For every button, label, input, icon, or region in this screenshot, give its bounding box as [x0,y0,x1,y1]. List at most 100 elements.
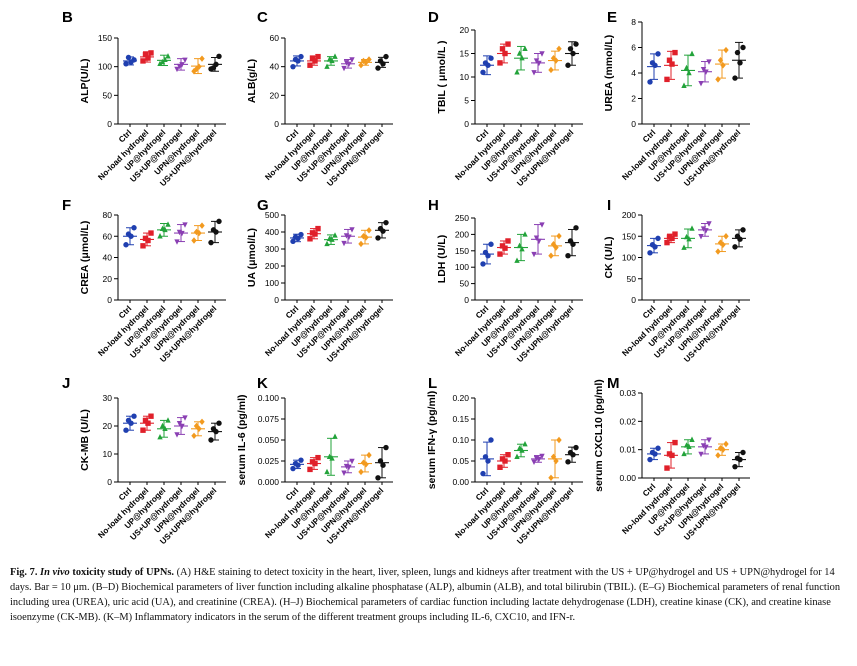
series-group [548,45,562,74]
data-point [655,445,661,451]
data-point [191,237,197,244]
y-tick-label: 200 [265,261,279,271]
y-axis-label: UA (μmol/L) [246,228,258,287]
data-point [717,445,724,452]
data-point [290,63,296,70]
series-group [208,53,222,72]
series-group [514,45,528,75]
data-point [514,453,520,459]
data-point [519,55,525,61]
data-point [363,234,369,241]
series-group [681,225,695,250]
y-axis-label: serum CXCL10 (pg/ml) [593,379,605,492]
series-group [358,227,372,248]
series-group [732,41,746,81]
data-point [196,63,202,70]
y-tick-label: 40 [103,253,113,263]
series-group [191,55,205,75]
data-point [182,57,188,63]
data-point [550,453,557,460]
data-point [162,425,168,431]
y-tick-label: 10 [460,72,470,82]
y-tick-label: 0 [107,119,112,129]
data-point [666,451,673,457]
data-point [531,70,537,76]
data-point [649,449,656,456]
data-point [480,69,486,76]
data-point [366,451,372,459]
data-point [123,427,129,433]
data-point [519,447,525,453]
y-axis-label: CK (U/L) [603,237,615,279]
data-point [570,50,576,57]
data-point [683,233,690,240]
data-point [672,231,678,237]
caption-italic: In vivo [40,567,70,578]
data-point [125,231,132,237]
data-point [199,222,205,229]
data-point [664,239,670,246]
data-point [715,452,721,459]
data-point [647,250,653,256]
y-tick-label: 15 [460,49,470,59]
y-tick-label: 5 [464,96,469,106]
data-point [366,227,372,234]
data-point [647,79,653,85]
data-point [375,475,381,481]
data-point [533,455,540,462]
series-group [681,436,695,457]
data-point [324,468,330,475]
y-tick-label: 0.00 [452,477,469,487]
data-point [383,219,389,226]
series-group [514,441,528,459]
data-point [315,53,321,60]
data-point [157,434,163,440]
data-point [480,261,486,267]
y-axis-label: ALB(g/L) [246,59,258,103]
data-point [548,66,554,74]
data-point [553,457,559,465]
y-axis-label: CREA (μmol/L) [79,221,91,295]
series-group [548,232,562,259]
series-group [548,436,562,481]
y-tick-label: 0 [464,295,469,305]
data-point [516,242,523,249]
data-point [539,51,545,57]
series-group [375,219,389,241]
data-point [312,58,318,64]
series-group [123,54,137,67]
data-point [556,436,562,444]
data-point [343,60,350,66]
series-group [140,230,154,249]
series-group [174,57,188,73]
data-point [329,455,335,461]
data-point [174,66,180,73]
data-point [140,427,146,433]
panel-letter: D [428,9,439,26]
data-point [332,232,338,238]
series-group [514,231,528,263]
data-point [556,232,562,240]
data-point [380,462,386,468]
data-point [179,62,185,68]
data-point [720,62,726,69]
data-point [377,225,384,232]
data-point [142,235,149,242]
data-point [174,432,180,438]
data-point [480,470,486,477]
caption-body: (A) H&E staining to detect toxicity in t… [10,567,841,623]
series-group [375,53,389,71]
y-tick-label: 6 [631,43,636,53]
data-point [567,449,574,456]
data-point [715,248,721,255]
y-tick-label: 50 [460,279,470,289]
data-point [142,51,149,58]
y-axis-label: LDH (U/L) [436,235,448,283]
data-point [505,452,511,458]
data-point [666,57,673,63]
series-group [497,452,511,470]
data-point [516,50,523,56]
panel-letter: B [62,9,73,26]
